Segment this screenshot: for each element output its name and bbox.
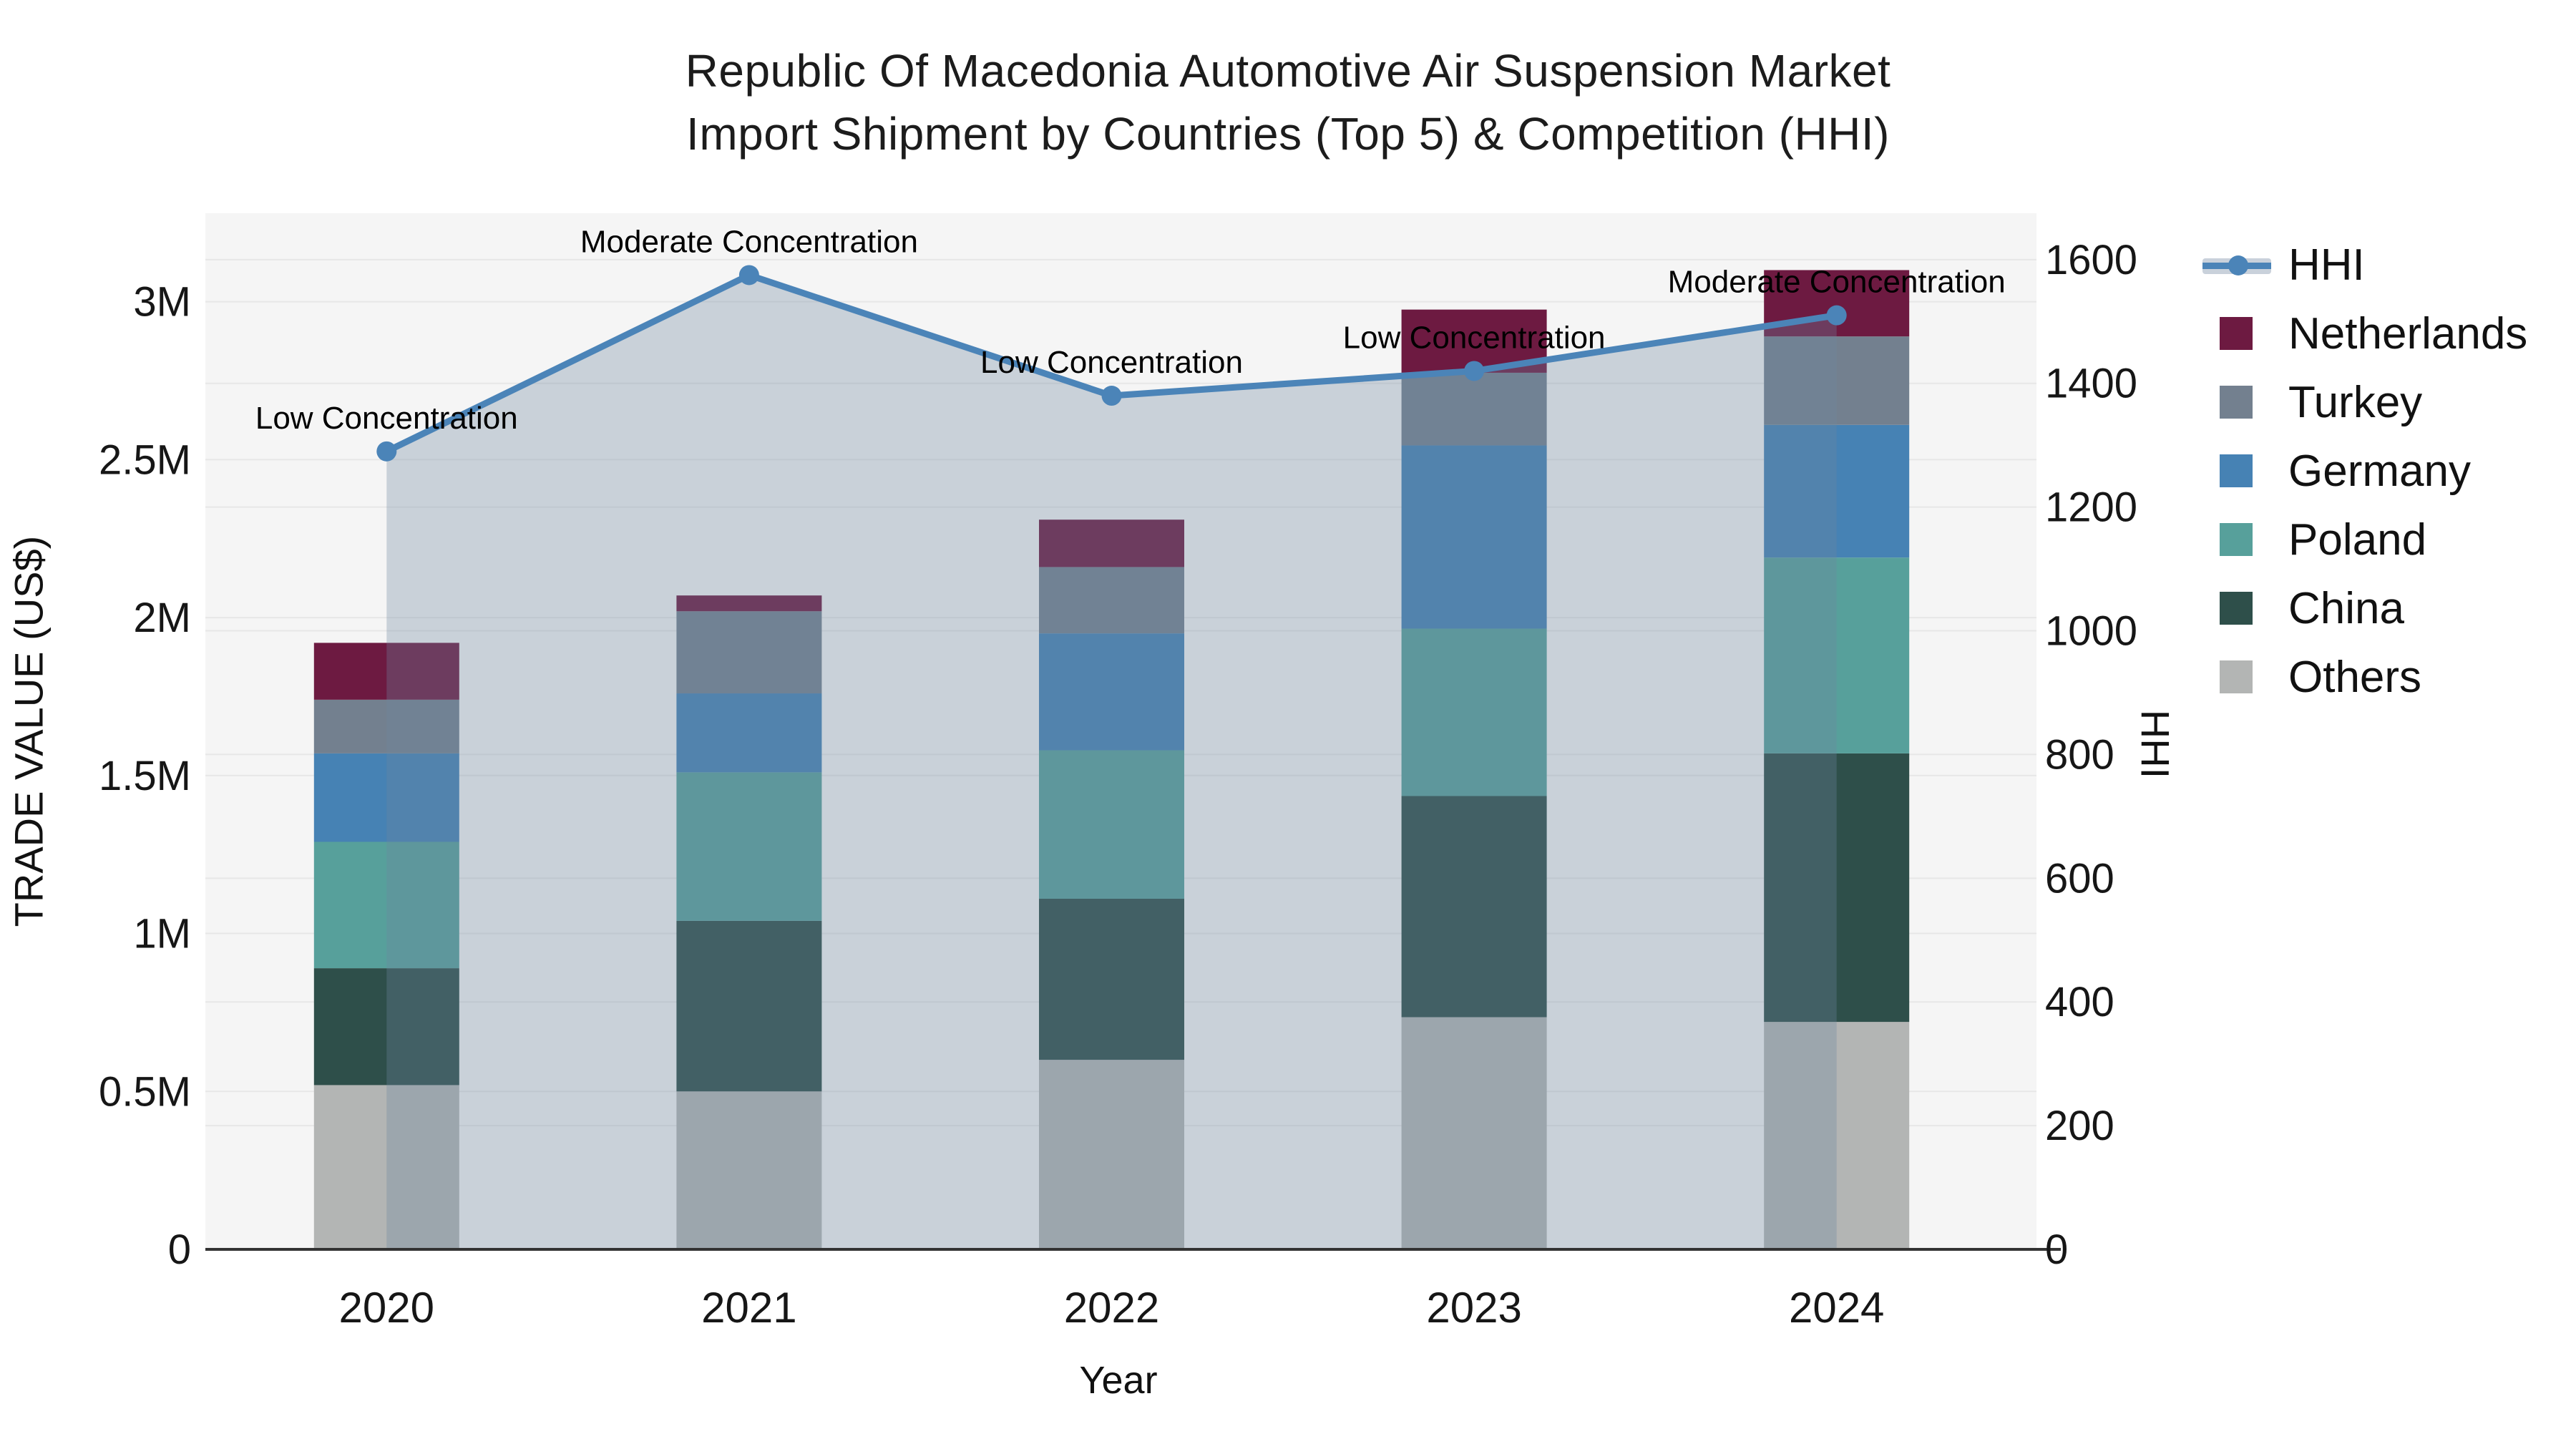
x-tick-label: 2022	[1064, 1284, 1159, 1332]
bar-segment-poland-2024[interactable]	[1764, 557, 1910, 753]
bar-segment-china-2020[interactable]	[313, 968, 459, 1085]
y-left-tick-label: 3M	[133, 279, 191, 326]
bar-segment-china-2021[interactable]	[676, 920, 822, 1092]
x-tick-label: 2021	[701, 1284, 796, 1332]
hhi-point-2021[interactable]	[738, 265, 759, 286]
hhi-point-2022[interactable]	[1101, 386, 1122, 406]
legend-swatch-icon	[2202, 523, 2274, 556]
legend-swatch-icon	[2202, 660, 2274, 693]
y-right-tick-label: 800	[2045, 731, 2114, 778]
legend-label: Others	[2288, 652, 2422, 702]
bar-segment-poland-2023[interactable]	[1401, 628, 1547, 796]
bar-segment-poland-2021[interactable]	[676, 772, 822, 921]
legend-swatch-icon	[2202, 386, 2274, 419]
legend-item-turkey[interactable]: Turkey	[2202, 368, 2527, 436]
legend-label: Poland	[2288, 514, 2427, 565]
y-left-tick-label: 2M	[133, 595, 191, 641]
bar-segment-others-2024[interactable]	[1764, 1022, 1910, 1249]
chart-title-line1: Republic Of Macedonia Automotive Air Sus…	[685, 45, 1891, 97]
y-left-tick-label: 2.5M	[99, 436, 191, 483]
legend-item-poland[interactable]: Poland	[2202, 505, 2527, 574]
y-right-tick-label: 1400	[2045, 361, 2137, 407]
y-right-tick-label: 1000	[2045, 608, 2137, 655]
bar-segment-germany-2020[interactable]	[313, 753, 459, 842]
hhi-point-2024[interactable]	[1826, 305, 1847, 326]
y-left-axis-title: TRADE VALUE (US$)	[6, 535, 52, 927]
annotation: Low Concentration	[1343, 320, 1606, 355]
bar-segment-others-2023[interactable]	[1401, 1017, 1547, 1249]
legend-item-china[interactable]: China	[2202, 574, 2527, 643]
bar-segment-netherlands-2021[interactable]	[676, 595, 822, 612]
legend-swatch-icon	[2202, 592, 2274, 625]
bar-segment-netherlands-2020[interactable]	[313, 643, 459, 700]
legend-item-hhi[interactable]: HHI	[2202, 230, 2527, 299]
bar-segment-germany-2021[interactable]	[676, 693, 822, 773]
y-right-axis-title: HHI	[2132, 709, 2178, 779]
y-right-tick-label: 400	[2045, 979, 2114, 1025]
bar-segment-germany-2023[interactable]	[1401, 445, 1547, 629]
annotation: Low Concentration	[255, 401, 518, 436]
bar-segment-turkey-2024[interactable]	[1764, 336, 1910, 425]
bar-segment-germany-2024[interactable]	[1764, 424, 1910, 558]
bar-segment-poland-2022[interactable]	[1039, 750, 1184, 899]
bar-segment-china-2024[interactable]	[1764, 753, 1910, 1023]
y-left-tick-label: 0	[168, 1226, 191, 1273]
legend-item-germany[interactable]: Germany	[2202, 436, 2527, 505]
bar-segment-china-2023[interactable]	[1401, 796, 1547, 1018]
bar-segment-turkey-2020[interactable]	[313, 699, 459, 753]
bar-segment-others-2021[interactable]	[676, 1091, 822, 1249]
y-right-tick-label: 0	[2045, 1226, 2068, 1273]
bar-segment-germany-2022[interactable]	[1039, 633, 1184, 751]
bar-segment-turkey-2021[interactable]	[676, 611, 822, 694]
legend-label: China	[2288, 583, 2404, 633]
bar-segment-poland-2020[interactable]	[313, 841, 459, 969]
legend: HHI Netherlands Turkey Germany Poland China Ot…	[2202, 230, 2527, 711]
annotation: Moderate Concentration	[1668, 265, 2006, 300]
x-tick-label: 2023	[1426, 1284, 1521, 1332]
y-left-tick-label: 0.5M	[99, 1068, 191, 1115]
bar-segment-netherlands-2022[interactable]	[1039, 519, 1184, 567]
y-left-tick-label: 1M	[133, 911, 191, 957]
x-tick-label: 2024	[1789, 1284, 1884, 1332]
legend-label: HHI	[2288, 240, 2365, 290]
bar-segment-others-2020[interactable]	[313, 1085, 459, 1249]
bar-segment-others-2022[interactable]	[1039, 1060, 1184, 1249]
hhi-area	[386, 275, 1837, 1249]
legend-swatch-icon	[2202, 317, 2274, 350]
x-tick-label: 2020	[339, 1284, 434, 1332]
y-right-tick-label: 1200	[2045, 484, 2137, 531]
legend-item-netherlands[interactable]: Netherlands	[2202, 299, 2527, 368]
annotation: Low Concentration	[980, 345, 1243, 380]
legend-line-icon	[2202, 253, 2274, 277]
y-left-tick-label: 1.5M	[99, 753, 191, 799]
y-right-tick-label: 1600	[2045, 237, 2137, 283]
x-axis-title: Year	[1079, 1359, 1158, 1402]
legend-label: Turkey	[2288, 377, 2423, 427]
legend-label: Germany	[2288, 446, 2471, 496]
bar-segment-turkey-2022[interactable]	[1039, 567, 1184, 634]
legend-label: Netherlands	[2288, 308, 2528, 358]
bar-segment-turkey-2023[interactable]	[1401, 372, 1547, 446]
y-right-tick-label: 600	[2045, 855, 2114, 902]
legend-item-others[interactable]: Others	[2202, 643, 2527, 711]
legend-swatch-icon	[2202, 454, 2274, 487]
y-right-tick-label: 200	[2045, 1103, 2114, 1149]
hhi-point-2023[interactable]	[1464, 361, 1485, 381]
annotation: Moderate Concentration	[580, 224, 918, 259]
hhi-point-2020[interactable]	[376, 441, 397, 462]
bar-segment-china-2022[interactable]	[1039, 898, 1184, 1060]
chart-title-line2: Import Shipment by Countries (Top 5) & C…	[686, 108, 1890, 160]
